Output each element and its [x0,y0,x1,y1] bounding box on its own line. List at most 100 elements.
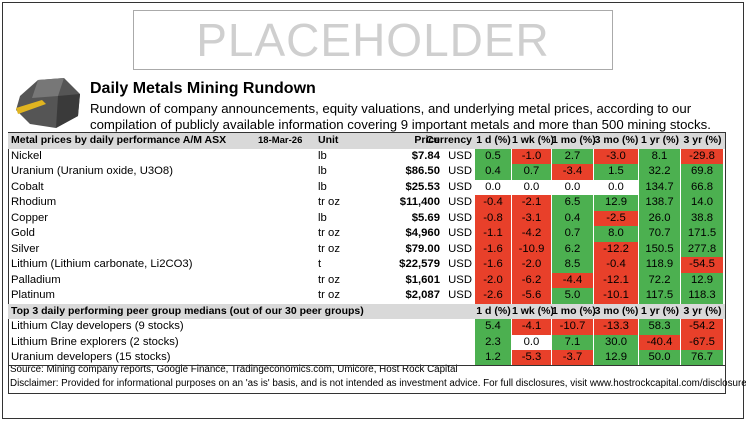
column-header: 18-Mar-26 [258,135,303,146]
price: $79.00 [405,242,440,255]
perf-cell: -5.6 [512,288,552,304]
currency: USD [448,289,472,301]
perf-cell: 69.8 [681,164,724,180]
perf-cell: 8.5 [552,257,594,273]
perf-cell: -0.4 [594,257,639,273]
price: $86.50 [405,165,440,177]
unit: tr oz [318,273,340,286]
perf-cell: 0.4 [475,164,512,180]
column-header: 1 mo (%) [552,304,596,317]
perf-cell: 70.7 [639,226,681,242]
perf-cell: -54.2 [681,319,724,335]
perf-cell: 0.7 [552,226,594,242]
perf-cell: 58.3 [639,319,681,335]
perf-cell: 277.8 [681,241,724,257]
perf-cell: -3.0 [594,148,639,164]
perf-cell: -13.3 [594,319,639,335]
perf-cell: 0.7 [512,164,552,180]
perf-cell: 0.0 [594,179,639,195]
perf-cell: 14.0 [681,195,724,211]
perf-cell: -29.8 [681,148,724,164]
perf-cell: 118.9 [639,257,681,273]
metal-name: Lithium (Lithium carbonate, Li2CO3) [11,258,193,270]
column-header: Currency [425,134,472,146]
column-header: Price [414,134,440,146]
perf-cell: 118.3 [681,288,724,304]
subtitle: Rundown of company announcements, equity… [90,101,711,132]
perf-cell: 0.5 [475,148,512,164]
perf-cell: -2.6 [475,288,512,304]
perf-cell: -2.5 [594,210,639,226]
header-band [8,133,725,149]
perf-cell: 50.0 [639,350,681,366]
source: Source: Mining company reports, Google F… [10,364,458,375]
metal-name: Cobalt [11,180,44,193]
currency: USD [448,258,472,270]
metal-name: Gold [11,227,35,239]
perf-cell: 12.9 [594,195,639,211]
column-header: Top 3 daily performing peer group median… [11,304,364,317]
perf-cell: 0.0 [475,179,512,195]
perf-cell: -10.7 [552,319,594,335]
table [8,132,726,394]
perf-cell: -1.6 [475,241,512,257]
unit: lb [318,211,327,224]
perf-cell: -12.1 [594,272,639,288]
perf-cell: 138.7 [639,195,681,211]
currency: USD [448,211,472,224]
perf-cell: -1.1 [475,226,512,242]
perf-cell: -2.0 [475,272,512,288]
unit: tr oz [318,227,340,239]
perf-cell: -67.5 [681,334,724,350]
perf-cell: -6.2 [512,272,552,288]
currency: USD [448,242,472,255]
currency: USD [448,149,472,162]
perf-cell: 2.7 [552,148,594,164]
column-header: 3 yr (%) [683,304,722,317]
perf-cell: 8.0 [594,226,639,242]
perf-cell: -2.1 [512,195,552,211]
perf-cell: -3.4 [552,164,594,180]
perf-cell: 5.4 [475,319,512,335]
perf-cell: 0.0 [552,179,594,195]
metal-name: Palladium [11,273,61,286]
perf-cell: -2.0 [512,257,552,273]
metal-name: Uranium (Uranium oxide, U3O8) [11,165,173,177]
perf-cell: 76.7 [681,350,724,366]
perf-cell: 26.0 [639,210,681,226]
perf-cell: 6.5 [552,195,594,211]
perf-cell: 0.0 [512,179,552,195]
perf-cell: -40.4 [639,334,681,350]
price: $1,601 [405,273,440,286]
column-header: 1 mo (%) [552,134,596,146]
perf-cell: -5.3 [512,350,552,366]
column-header: 1 wk (%) [512,134,555,146]
unit: tr oz [318,196,340,208]
perf-cell: 7.1 [552,334,594,350]
unit: tr oz [318,289,340,301]
perf-cell: -4.1 [512,319,552,335]
perf-cell: -3.7 [552,350,594,366]
metal-name: Platinum [11,289,55,301]
perf-cell: 5.0 [552,288,594,304]
perf-cell: 72.2 [639,272,681,288]
perf-cell: -12.2 [594,241,639,257]
peer-group-name: Uranium developers (15 stocks) [11,351,171,363]
perf-cell: 30.0 [594,334,639,350]
perf-cell: -10.9 [512,241,552,257]
header-band [8,303,725,319]
perf-cell: 12.9 [681,272,724,288]
perf-cell: 66.8 [681,179,724,195]
perf-cell: -3.1 [512,210,552,226]
peer-group-name: Lithium Brine explorers (2 stocks) [11,335,179,348]
currency: USD [448,196,472,208]
rock-icon [16,78,80,128]
perf-cell: 32.2 [639,164,681,180]
perf-cell: 171.5 [681,226,724,242]
column-header: Unit [318,134,339,146]
perf-cell: -0.4 [475,195,512,211]
perf-cell: 0.0 [512,334,552,350]
column-header: 3 mo (%) [594,134,639,146]
column-header: 1 d (%) [476,134,511,146]
